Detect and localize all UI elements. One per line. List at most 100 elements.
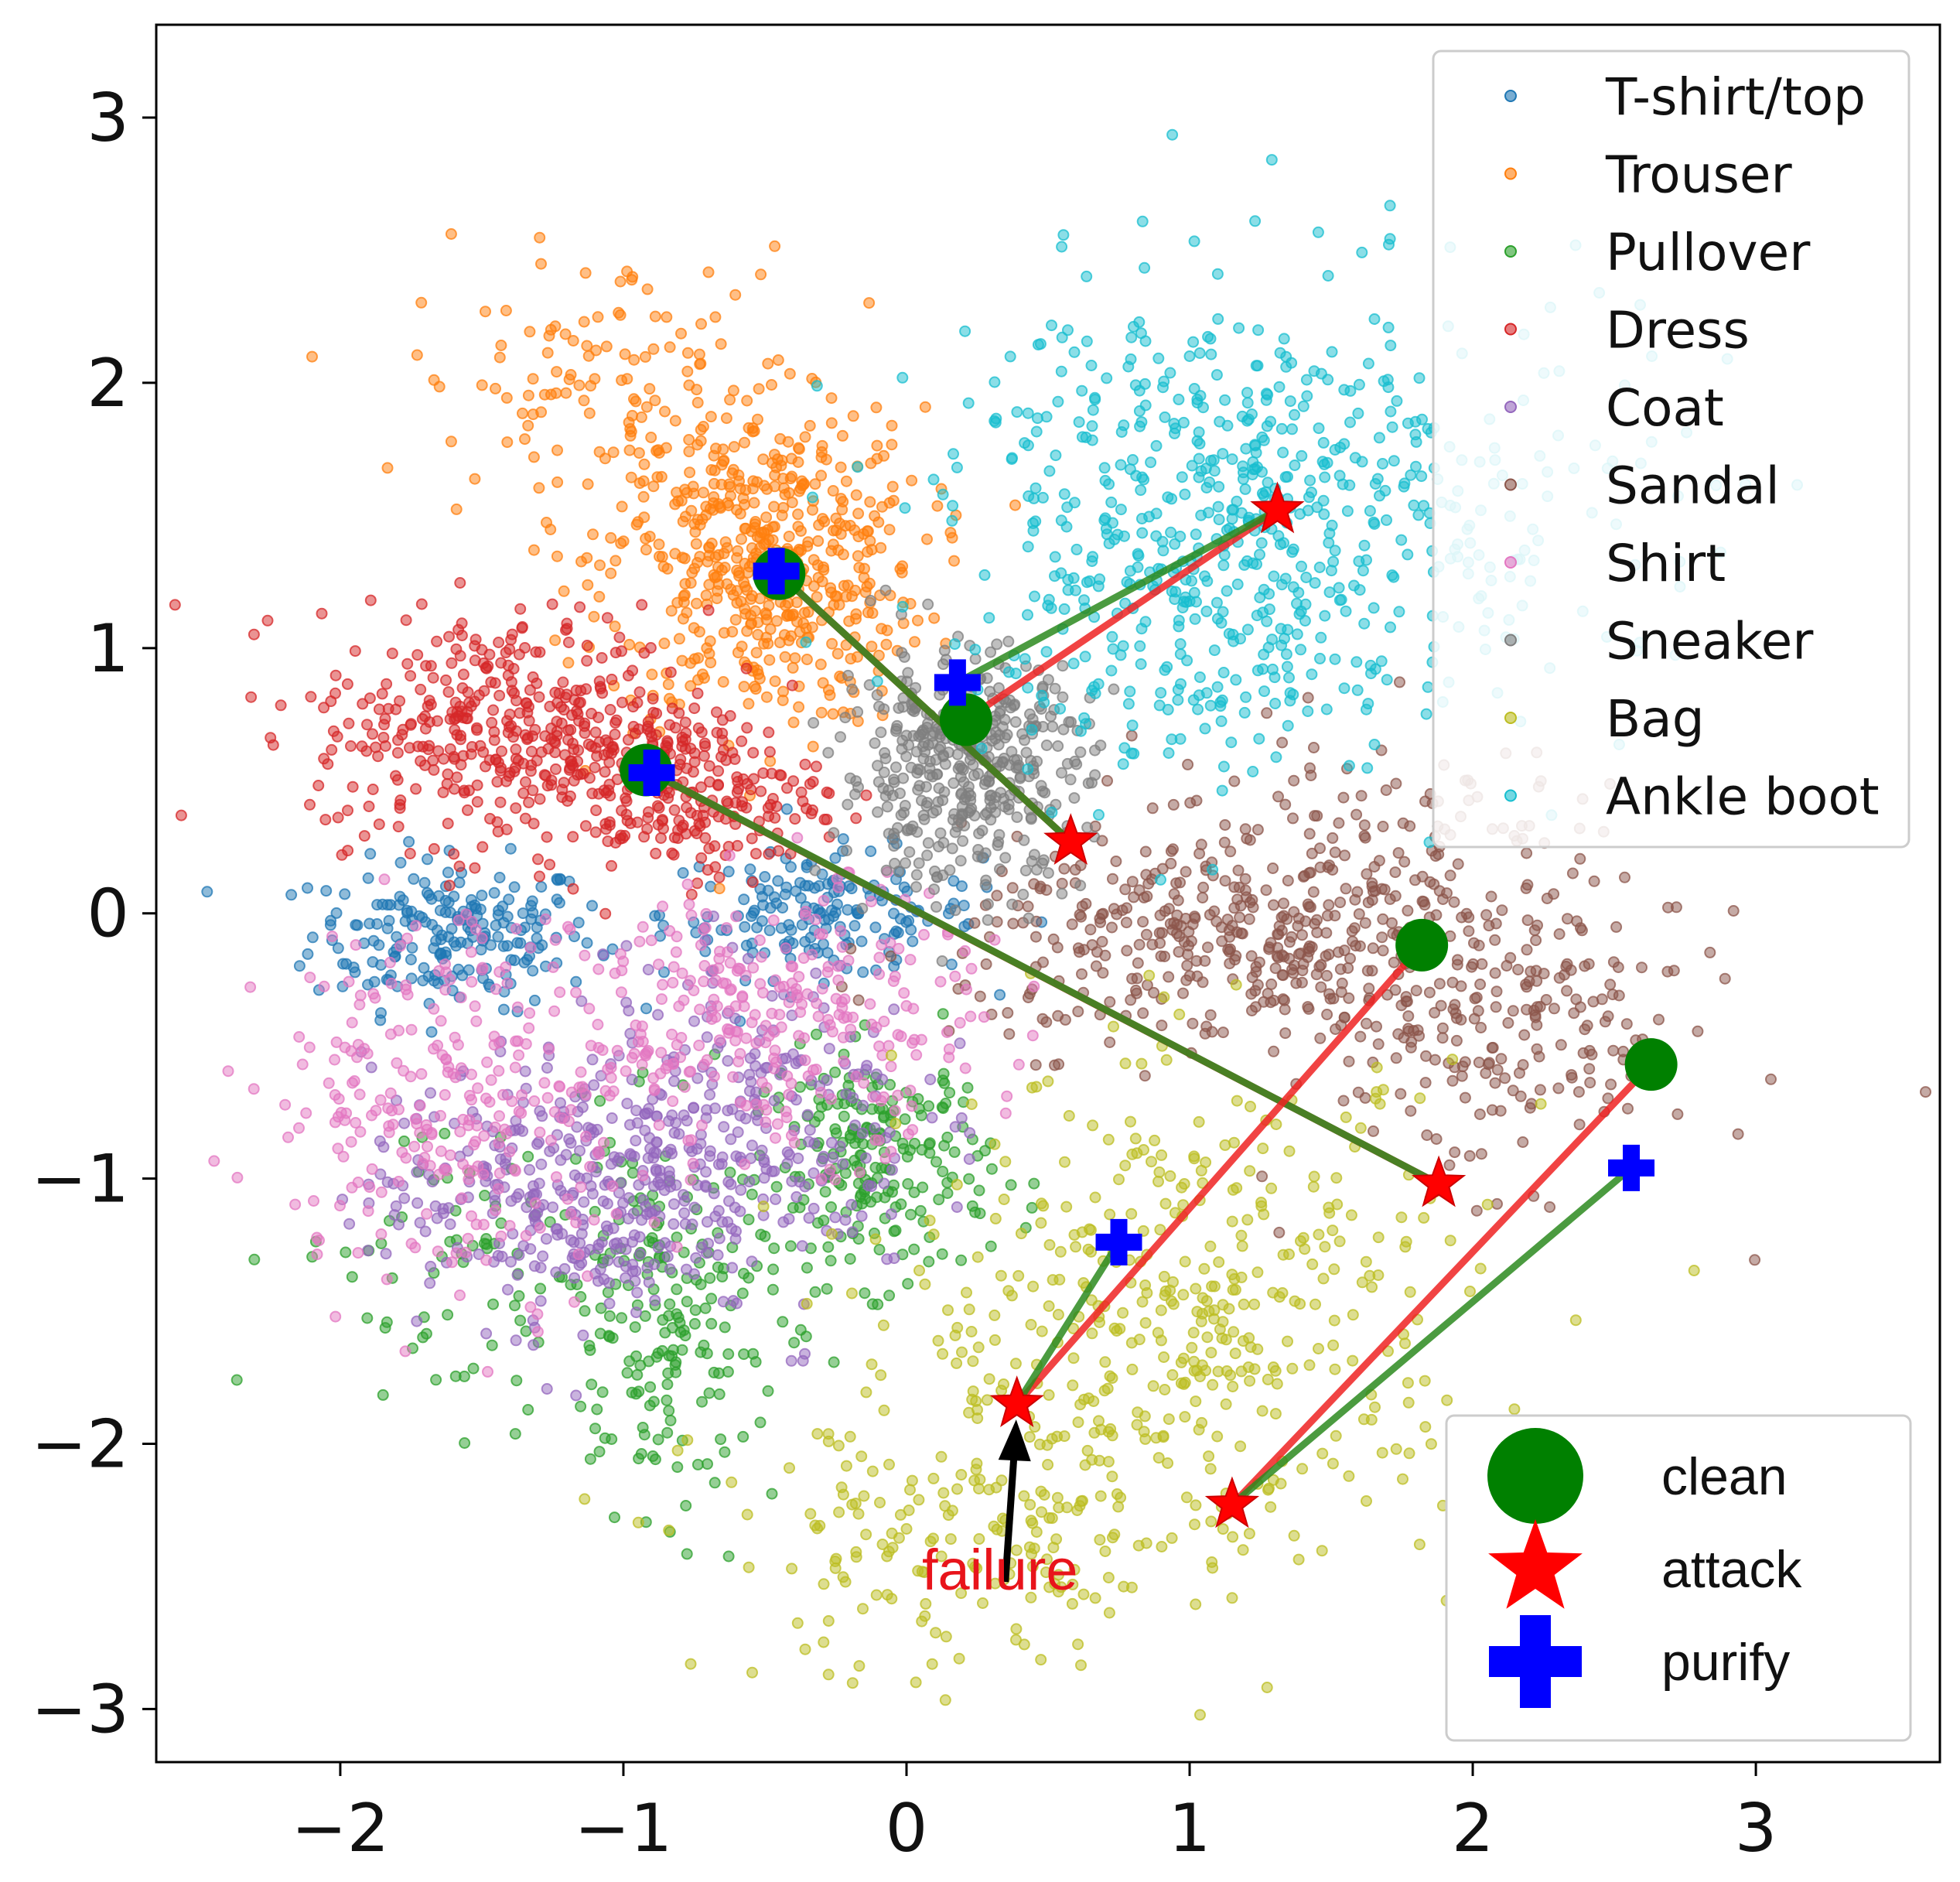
data-point [592, 712, 605, 723]
data-point [784, 1462, 795, 1474]
data-point [954, 855, 967, 867]
data-point [722, 1055, 734, 1067]
data-point [948, 808, 961, 820]
data-point [736, 800, 748, 812]
data-point [926, 1658, 938, 1670]
data-point [804, 1508, 817, 1520]
data-point [789, 813, 801, 825]
data-point [1386, 917, 1398, 929]
data-point [715, 1433, 727, 1446]
data-point [1347, 1354, 1359, 1367]
data-point [663, 1115, 675, 1127]
data-point [849, 1498, 862, 1510]
data-point [698, 1058, 710, 1071]
data-point [1150, 1432, 1163, 1444]
data-point [1163, 1413, 1175, 1426]
data-point [769, 675, 781, 688]
data-point [511, 1001, 524, 1013]
data-point [663, 1165, 675, 1177]
data-point [1420, 1050, 1432, 1062]
data-point [1125, 729, 1138, 742]
data-point [586, 1054, 599, 1066]
data-point [693, 348, 705, 360]
data-point [846, 590, 858, 603]
data-point [1327, 1339, 1340, 1351]
data-point [657, 979, 669, 991]
data-point [411, 649, 424, 661]
data-point [755, 785, 767, 798]
data-point [553, 1080, 565, 1092]
data-point [1419, 795, 1431, 808]
data-point [723, 1023, 736, 1036]
data-point [1072, 1416, 1084, 1429]
data-point [1448, 896, 1460, 908]
data-point [330, 1310, 342, 1323]
data-point [815, 446, 828, 458]
data-point [1208, 1280, 1221, 1293]
data-point [1176, 1181, 1188, 1194]
data-point [1220, 1398, 1232, 1410]
data-point [596, 1386, 609, 1399]
data-point [1006, 746, 1018, 758]
data-point [849, 920, 861, 932]
data-point [979, 847, 992, 859]
data-point [750, 848, 762, 860]
data-point [600, 340, 613, 353]
data-point [649, 310, 661, 323]
data-point [1463, 1149, 1476, 1162]
data-point [954, 1016, 966, 1029]
data-point [671, 1444, 684, 1457]
data-point [330, 687, 341, 699]
data-point [1531, 1043, 1543, 1055]
data-point [664, 666, 677, 678]
data-point [693, 1040, 705, 1051]
data-point [1251, 824, 1264, 836]
data-point [1243, 1528, 1255, 1540]
data-point [396, 729, 408, 741]
data-point [661, 1059, 674, 1071]
data-point [817, 677, 829, 689]
data-point [654, 550, 665, 562]
data-point [432, 1245, 444, 1258]
data-point [701, 1347, 713, 1360]
data-point [394, 798, 406, 811]
data-point [472, 1082, 484, 1095]
data-point [810, 760, 822, 773]
data-point [631, 696, 644, 709]
data-point [1400, 1235, 1412, 1248]
data-point [746, 910, 757, 922]
data-point [1449, 1146, 1461, 1159]
data-point [525, 746, 538, 757]
data-point [681, 365, 694, 377]
data-point [668, 1198, 680, 1211]
data-point [1308, 1170, 1320, 1183]
data-point [1155, 950, 1167, 962]
data-point [394, 856, 407, 869]
data-point [602, 1063, 614, 1075]
data-point [989, 1138, 1001, 1150]
data-point [589, 826, 602, 839]
data-point [1119, 1160, 1132, 1172]
data-point [1347, 935, 1359, 948]
data-point [592, 1019, 604, 1030]
data-point [343, 1218, 356, 1230]
data-point [414, 1100, 426, 1112]
data-point [701, 1247, 712, 1259]
data-point [702, 1238, 715, 1250]
data-point [780, 881, 793, 893]
data-point [1444, 1235, 1456, 1247]
data-point [1059, 1156, 1070, 1168]
data-point [557, 676, 569, 688]
data-point [558, 749, 571, 761]
data-point [1486, 1042, 1498, 1054]
data-point [787, 716, 800, 729]
data-point [549, 634, 562, 647]
data-point [1125, 1115, 1136, 1128]
data-point [534, 231, 546, 244]
data-point [904, 1084, 917, 1097]
data-point [846, 1677, 859, 1689]
data-point [1007, 917, 1019, 930]
data-point [463, 784, 475, 797]
data-point [452, 963, 465, 975]
data-point [708, 1366, 720, 1378]
